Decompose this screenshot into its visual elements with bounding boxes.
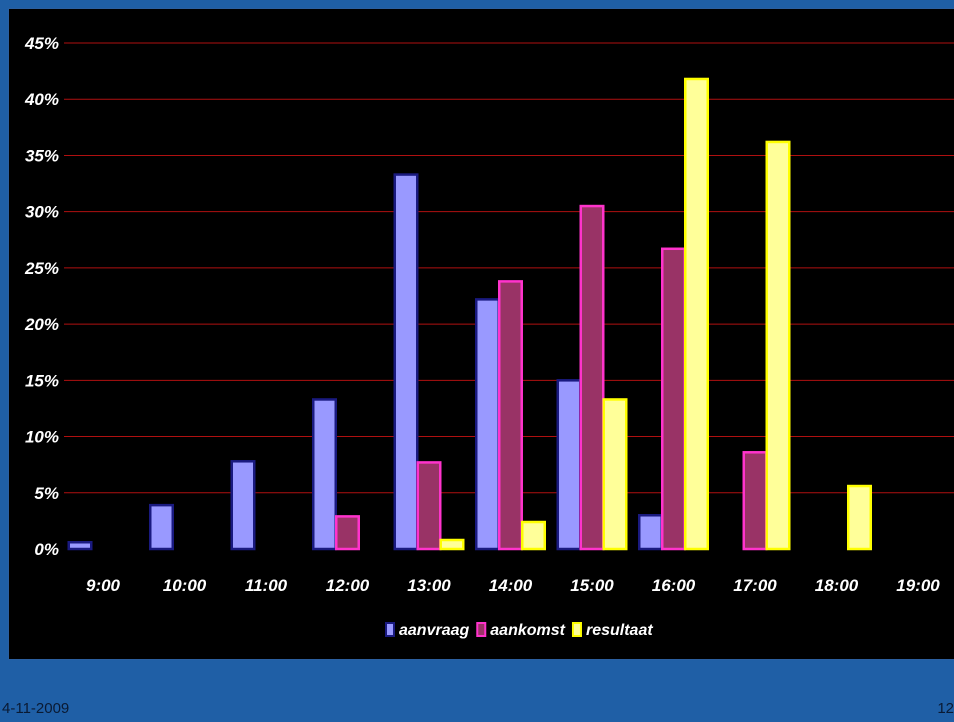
legend-swatch-resultaat [571,622,582,637]
y-tick-label: 30% [25,203,59,222]
x-tick-label: 13:00 [407,576,451,595]
bar-aanvraag [312,398,337,551]
bar-aankomst [335,515,360,551]
legend-swatch-aanvraag [385,622,395,637]
x-tick-label: 14:00 [489,576,533,595]
y-tick-label: 0% [34,540,59,559]
legend-label-aankomst: aankomst [490,622,565,639]
bar-aankomst [416,461,442,551]
bar-resultaat [684,77,709,551]
y-tick-label: 25% [24,259,59,278]
x-tick-label: 16:00 [652,576,696,595]
y-tick-label: 45% [24,34,59,53]
bar-aanvraag [556,379,582,551]
bar-aankomst [579,204,605,551]
x-tick-label: 15:00 [570,576,614,595]
legend-swatch-aankomst [476,622,487,637]
y-tick-label: 20% [24,315,59,334]
y-tick-label: 40% [24,90,59,109]
x-tick-label: 19:00 [896,576,940,595]
bar-resultaat [847,484,872,551]
bar-resultaat [521,520,546,551]
bar-aanvraag [475,298,500,551]
bar-aanvraag [230,460,256,551]
x-tick-label: 18:00 [815,576,859,595]
y-axis-ticks: 0% 5% 10% 15% 20% 25% 30% 35% 40% 45% [24,34,59,559]
bar-chart: 0% 5% 10% 15% 20% 25% 30% 35% 40% 45% 9:00 10:00 11… [24,34,954,639]
legend-label-aanvraag: aanvraag [399,622,469,639]
footer-date: 4-11-2009 [2,700,70,717]
x-tick-label: 10:00 [163,576,207,595]
x-tick-label: 9:00 [86,576,121,595]
chart-panel: 0% 5% 10% 15% 20% 25% 30% 35% 40% 45% 9:00 10:00 11… [8,8,954,660]
bar-resultaat [602,398,628,551]
x-tick-label: 12:00 [326,576,370,595]
x-tick-label: 17:00 [733,576,777,595]
y-tick-label: 10% [25,428,59,447]
bar-aanvraag [67,541,93,551]
x-tick-label: 11:00 [245,576,288,595]
bar-aanvraag [393,173,419,551]
bar-aankomst [661,247,686,551]
legend: aanvraag aankomst resultaat [385,622,653,639]
bar-aanvraag [638,514,663,551]
bar-resultaat [439,538,465,551]
x-axis-ticks: 9:00 10:00 11:00 12:00 13:00 14:00 15:00 16:00 1… [86,576,940,595]
bar-aanvraag [149,503,174,551]
bar-aankomst [498,280,523,551]
bar-aankomst [742,451,768,551]
bars [67,77,872,551]
legend-label-resultaat: resultaat [586,622,653,639]
bar-resultaat [765,140,791,551]
y-tick-label: 5% [34,484,59,503]
y-tick-label: 35% [25,146,59,165]
y-tick-label: 15% [25,371,59,390]
page-number: 12 [937,700,954,717]
